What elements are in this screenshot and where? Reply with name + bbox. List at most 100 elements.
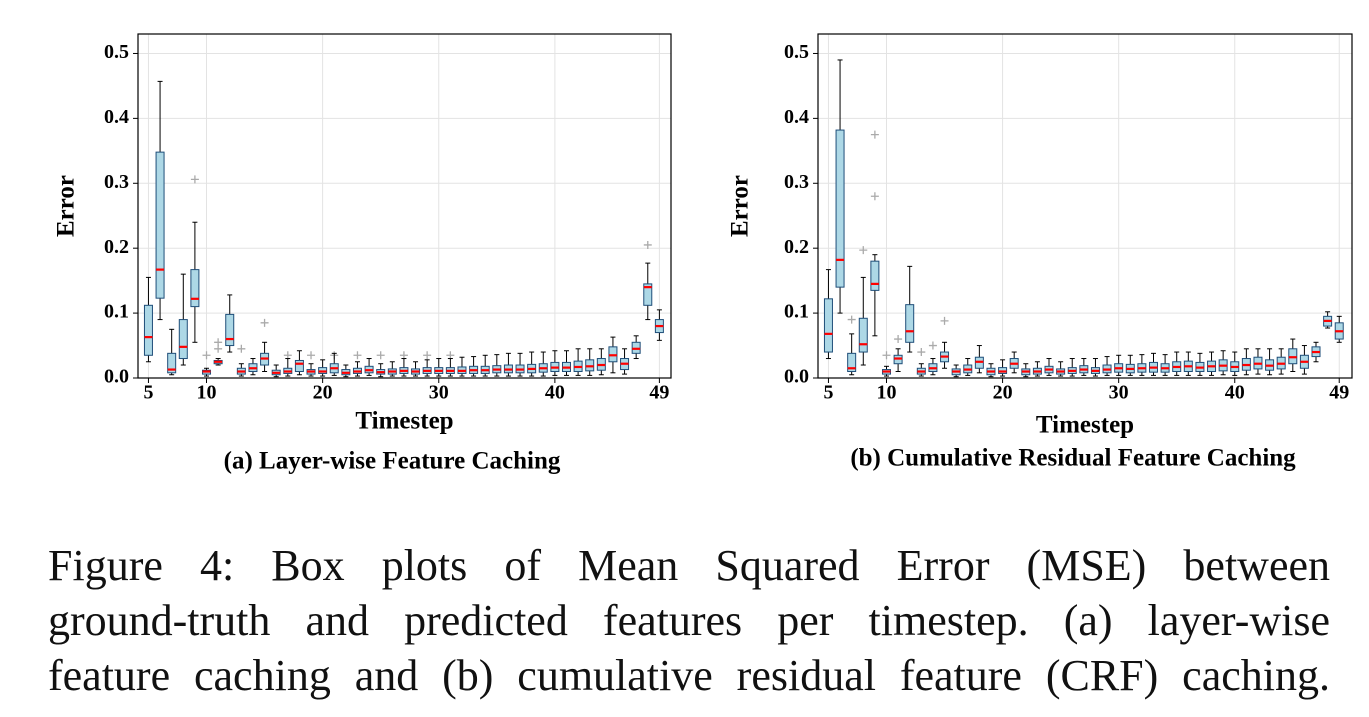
axes-frame [137,33,672,379]
caption-line: ground-truth and predicted features per … [48,596,1330,645]
box-group [445,358,455,377]
y-tick-label: 0.1 [104,301,129,323]
box-group [411,361,421,377]
x-tick-label: 20 [993,382,1013,404]
box-group [515,352,525,377]
box-group [951,364,961,378]
box [847,352,857,373]
box-group [1079,358,1089,376]
y-tick-label: 0.4 [784,106,809,128]
box-group [1253,348,1263,375]
box-group [585,348,595,376]
box-group [835,59,845,314]
box-group [527,351,537,377]
y-tick-label: 0.4 [104,106,129,128]
box-group [1148,352,1158,376]
box-group [893,348,903,373]
box-group [1160,354,1170,376]
box-group [294,350,304,376]
box-group [538,351,548,377]
box-group [376,363,386,378]
box-group [916,363,926,377]
box-group [1207,351,1217,376]
box-group [178,273,188,366]
box-group [1102,356,1112,376]
box-group [986,363,996,378]
box-group [341,364,351,378]
box-group [457,356,467,377]
box [143,304,153,356]
box-group [387,361,397,377]
y-tick-label: 0.5 [784,41,809,63]
box [190,269,200,308]
box-group [283,358,293,377]
box [823,298,833,353]
figure: 0.0 0.1 0.2 0.3 0.4 0.5 5 10 20 30 40 49 Timestep Err… [53,33,1353,475]
box [294,359,304,373]
flier [928,341,937,350]
flier [859,246,868,255]
box-group [1125,354,1135,376]
box-group [1067,358,1077,377]
x-tick-label: 10 [197,382,217,404]
box-group [928,358,938,376]
x-tick-label: 5 [823,382,833,404]
box-group [881,365,891,377]
box [167,352,177,374]
x-tick-label: 30 [429,382,449,404]
figure-caption: Figure 4: Box plots of Mean Squared Erro… [48,538,1330,703]
y-tick-label: 0.3 [104,171,129,193]
x-tick-label: 49 [649,382,669,404]
box-group [1056,361,1066,377]
box-group [1021,363,1031,378]
flier [894,335,903,344]
box-group [1090,358,1100,377]
box-group [503,352,513,377]
box-group [260,341,270,373]
box-group [596,348,606,376]
box-group [1323,311,1333,329]
flier [202,351,211,360]
flier [870,130,879,139]
box-group [352,361,362,377]
flier [376,351,385,360]
box-group [573,348,583,376]
box-group [974,345,984,374]
flier [190,175,199,184]
box-group [167,328,177,376]
x-tick-label: 40 [1225,382,1245,404]
x-tick-label: 40 [545,382,565,404]
box-group [905,265,915,353]
box-group [364,358,374,376]
flier [260,318,269,327]
box-group [202,367,212,377]
caption-line: Figure 4: Box plots of Mean Squared Erro… [48,541,1330,590]
chart-title: (b) Cumulative Residual Feature Caching [850,445,1296,472]
flier [307,351,316,360]
box-group [143,276,153,363]
box [155,151,165,299]
box-group [847,333,857,376]
x-tick-label: 10 [876,382,896,404]
y-axis-label: Error [727,175,754,237]
box-group [1288,338,1298,373]
flier [446,351,455,360]
box-group [1299,345,1309,375]
flier [237,344,246,353]
box-group [940,341,950,369]
y-tick-label: 0.3 [784,171,809,193]
box-group [1230,351,1240,376]
box-group [1195,352,1205,376]
box-group [271,364,281,378]
x-axis-label: Timestep [355,408,453,435]
box-group [1218,350,1228,376]
box-group [823,269,833,360]
box-group [858,276,868,366]
box-group [1172,351,1182,376]
box-group [236,363,246,377]
flier [870,192,879,201]
box-group [318,359,328,377]
chart-title: (a) Layer-wise Feature Caching [224,448,561,475]
box [225,313,235,347]
